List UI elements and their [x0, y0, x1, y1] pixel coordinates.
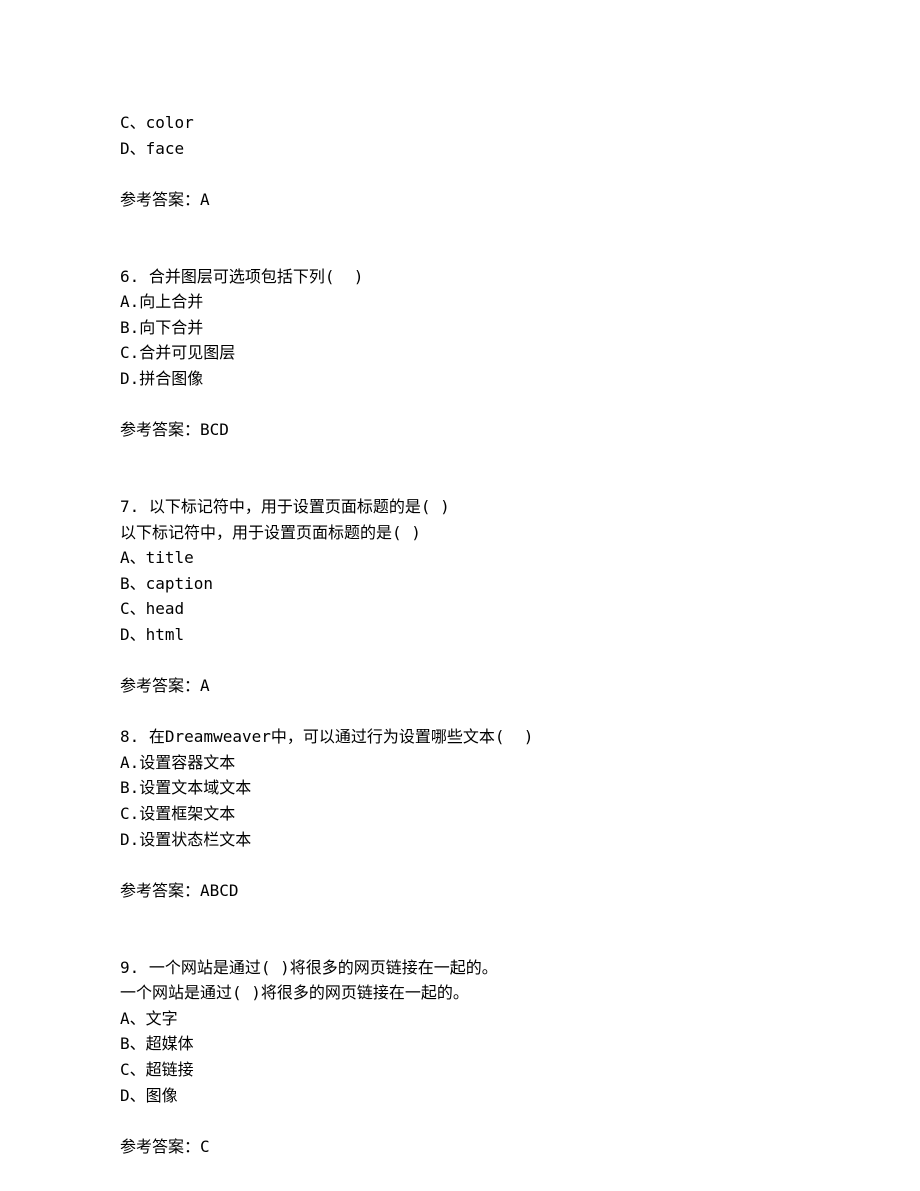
answer-value: C — [200, 1137, 210, 1156]
option-d: D、图像 — [120, 1083, 800, 1109]
question-number: 7. — [120, 497, 149, 516]
option-d: D、face — [120, 136, 800, 162]
option-b: B.设置文本域文本 — [120, 775, 800, 801]
option-a: A、文字 — [120, 1006, 800, 1032]
answer-label: 参考答案： — [120, 420, 200, 439]
option-c: C、超链接 — [120, 1057, 800, 1083]
stem-repeat: 一个网站是通过( )将很多的网页链接在一起的。 — [120, 980, 800, 1006]
option-d: D.设置状态栏文本 — [120, 827, 800, 853]
question-9: 9. 一个网站是通过( )将很多的网页链接在一起的。 一个网站是通过( )将很多… — [120, 955, 800, 1160]
stem-text: 一个网站是通过( )将很多的网页链接在一起的。 — [149, 958, 498, 977]
option-b: B、caption — [120, 571, 800, 597]
answer-line: 参考答案：A — [120, 673, 800, 699]
stem-repeat: 以下标记符中，用于设置页面标题的是( ) — [120, 520, 800, 546]
option-c: C.合并可见图层 — [120, 340, 800, 366]
answer-value: BCD — [200, 420, 229, 439]
answer-label: 参考答案： — [120, 676, 200, 695]
answer-label: 参考答案： — [120, 881, 200, 900]
option-b: B、超媒体 — [120, 1031, 800, 1057]
answer-label: 参考答案： — [120, 1137, 200, 1156]
question-stem: 8. 在Dreamweaver中，可以通过行为设置哪些文本( ) — [120, 724, 800, 750]
answer-value: A — [200, 190, 210, 209]
question-5-partial: C、color D、face 参考答案：A — [120, 110, 800, 212]
option-a: A.设置容器文本 — [120, 750, 800, 776]
answer-line: 参考答案：A — [120, 187, 800, 213]
question-stem: 7. 以下标记符中，用于设置页面标题的是( ) — [120, 494, 800, 520]
question-7: 7. 以下标记符中，用于设置页面标题的是( ) 以下标记符中，用于设置页面标题的… — [120, 494, 800, 699]
option-c: C、head — [120, 596, 800, 622]
option-d: D.拼合图像 — [120, 366, 800, 392]
stem-text: 合并图层可选项包括下列( ) — [149, 267, 364, 286]
stem-text: 在Dreamweaver中，可以通过行为设置哪些文本( ) — [149, 727, 534, 746]
question-stem: 9. 一个网站是通过( )将很多的网页链接在一起的。 — [120, 955, 800, 981]
answer-label: 参考答案： — [120, 190, 200, 209]
question-number: 8. — [120, 727, 149, 746]
option-a: A、title — [120, 545, 800, 571]
option-c: C.设置框架文本 — [120, 801, 800, 827]
question-number: 9. — [120, 958, 149, 977]
answer-line: 参考答案：BCD — [120, 417, 800, 443]
question-number: 6. — [120, 267, 149, 286]
answer-line: 参考答案：ABCD — [120, 878, 800, 904]
option-d: D、html — [120, 622, 800, 648]
answer-line: 参考答案：C — [120, 1134, 800, 1160]
question-8: 8. 在Dreamweaver中，可以通过行为设置哪些文本( ) A.设置容器文… — [120, 724, 800, 903]
option-a: A.向上合并 — [120, 289, 800, 315]
answer-value: ABCD — [200, 881, 239, 900]
question-6: 6. 合并图层可选项包括下列( ) A.向上合并 B.向下合并 C.合并可见图层… — [120, 264, 800, 443]
question-stem: 6. 合并图层可选项包括下列( ) — [120, 264, 800, 290]
answer-value: A — [200, 676, 210, 695]
stem-text: 以下标记符中，用于设置页面标题的是( ) — [149, 497, 450, 516]
option-b: B.向下合并 — [120, 315, 800, 341]
option-c: C、color — [120, 110, 800, 136]
